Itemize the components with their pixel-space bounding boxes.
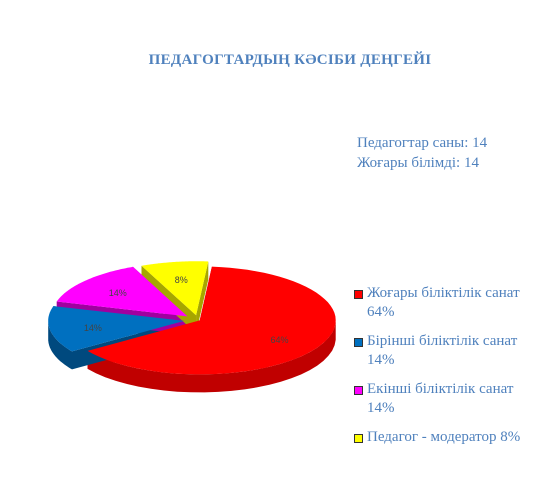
legend-swatch-blue	[354, 338, 363, 347]
legend: Жоғары біліктілік санат 64% Бірінші білі…	[354, 284, 544, 457]
data-label-slice-highest-category: 64%	[270, 335, 288, 345]
slice-second-category	[56, 266, 188, 317]
pie-data-labels: 64% 14% 14% 8%	[84, 275, 289, 345]
legend-item-first-category: Бірінші біліктілік санат 14%	[354, 332, 544, 370]
slice-first-category	[48, 306, 185, 352]
slice-first-category-side	[48, 320, 72, 370]
legend-swatch-yellow	[354, 434, 363, 443]
legend-item-highest-category: Жоғары біліктілік санат 64%	[354, 284, 544, 322]
slice-highest-category	[87, 266, 336, 375]
legend-label: Педагог - модератор 8%	[367, 429, 521, 445]
legend-item-moderator: Педагог - модератор 8%	[354, 428, 544, 447]
slice-moderator	[141, 261, 209, 316]
pie-slices	[48, 261, 336, 393]
legend-swatch-magenta	[354, 386, 363, 395]
slice-highest-category-side	[87, 321, 336, 393]
data-label-slice-first-category: 14%	[84, 323, 102, 333]
teacher-count-text: Педагогтар саны: 14	[357, 135, 488, 151]
info-block: Педагогтар саны: 14 Жоғары білімді: 14	[357, 133, 487, 173]
chart-title: ПЕДАГОГТАРДЫҢ КӘСІБИ ДЕҢГЕЙІ	[148, 52, 432, 68]
legend-label: Бірінші біліктілік санат 14%	[367, 333, 518, 368]
slice-moderator-edge-1	[196, 261, 209, 334]
legend-label: Жоғары біліктілік санат 64%	[367, 285, 520, 320]
legend-label: Екінші біліктілік санат 14%	[367, 381, 514, 416]
legend-item-second-category: Екінші біліктілік санат 14%	[354, 380, 544, 418]
legend-swatch-red	[354, 290, 363, 299]
higher-education-text: Жоғары білімді: 14	[357, 155, 479, 171]
data-label-slice-second-category: 14%	[109, 288, 127, 298]
data-label-slice-moderator: 8%	[175, 275, 188, 285]
